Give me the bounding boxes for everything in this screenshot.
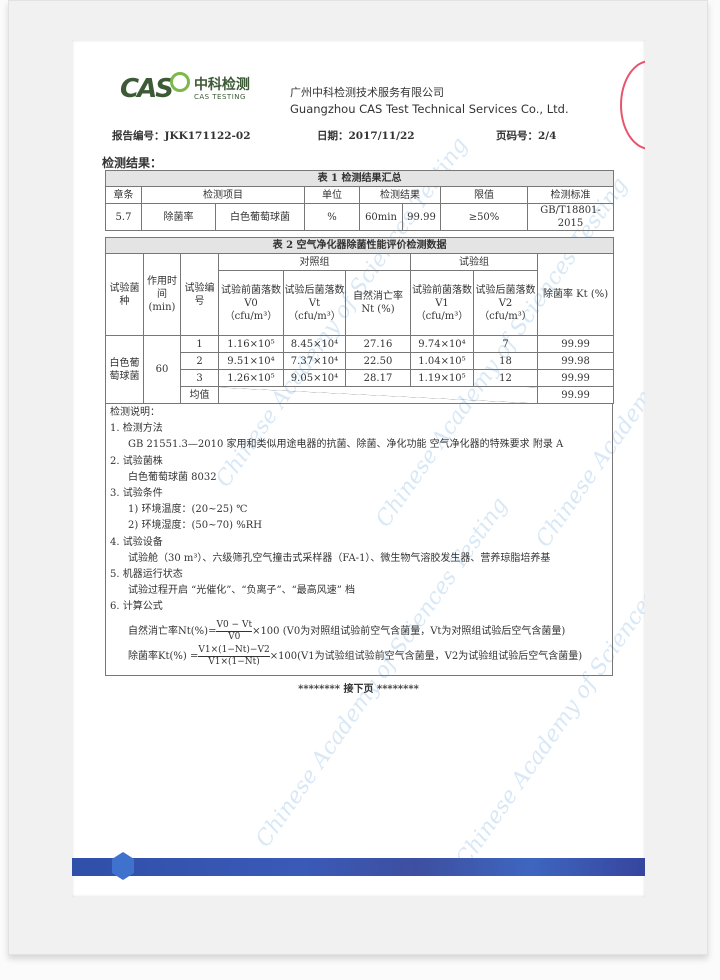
note-heading: 5. 机器运行状态 [110,569,183,581]
results-summary-table: 表 1 检测结果汇总 章条 检测项目 单位 检测结果 限值 检测标准 5.7 除菌率 白色葡萄… [104,170,615,231]
note-heading: 4. 试验设备 [110,536,163,548]
note-heading: 6. 计算公式 [110,601,163,613]
report-page: Chinese Academy of Sciences Testing Chin… [72,40,645,897]
mean-row: 均值 99.99 [106,386,615,404]
red-seal-stamp [620,60,645,150]
table-row: 5.7 除菌率 白色葡萄球菌% 60min 99.99 ≥50% GB/T18801-201… [105,203,615,231]
cas-logo: CAS 中科检测 CAS TESTING [120,72,250,104]
page-number: 页码号：2/4 [496,130,557,142]
note-body: GB 21551.3—2010 家用和类似用途电器的抗菌、除菌、净化功能 空气净… [128,439,564,451]
note-body: 试验舱（30 m³）、六级筛孔空气撞击式采样器（FA-1）、微生物气溶胶发生器、… [128,552,551,564]
table-row: 3 1.26×10⁵ 9.05×10⁴ 28.17 1.19×10⁵ 12 99.99 [106,369,615,387]
company-name: 广州中科检测技术服务有限公司 Guangzhou CAS Test Techni… [290,86,569,116]
footer-band [72,858,645,876]
table-row: 白色葡萄球菌 60 1 1.16×10⁵ 8.45×10⁴ 27.16 9.74×10⁴ 7 9… [105,335,615,404]
note-heading: 1. 检测方法 [110,423,163,435]
formula-natural-decay: 自然消亡率Nt(%)= V0 − Vt V0 ×100 (V0为对照组试验前空气含菌量… [128,619,566,642]
note-heading: 2. 试验菌株 [110,455,163,467]
continued-next-page: ******** 接下页 ******** [298,684,419,695]
note-body: 试验过程开启 “光催化”、“负离子”、“最高风速” 档 [128,585,356,597]
report-date: 日期：2017/11/22 [317,130,415,142]
report-number: 报告编号：JKK171122-02 [112,130,251,142]
note-body: 2) 环境湿度：(50~70) %RH [128,520,263,532]
note-heading: 3. 试验条件 [110,488,163,500]
table-row: 2 9.51×10⁴ 7.37×10⁴ 22.50 1.04×10⁵ 18 99.98 [106,352,615,370]
formula-removal-rate: 除菌率Kt(%) = V1×(1−Nt)−V2 V1×(1−Nt) ×100(V1为试… [128,644,583,667]
section-title: 检测结果： [102,156,163,170]
hexagon-logo-icon [112,852,134,880]
purifier-test-data-table: 表 2 空气净化器除菌性能评价检测数据 试验菌种 作用时间(min) 试验编号 对照组… [104,237,615,404]
note-body: 白色葡萄球菌 8032 [128,471,217,483]
test-notes: 检测说明： 1. 检测方法 GB 21551.3—2010 家用和类似用途电器的抗… [105,403,613,676]
note-body: 1) 环境温度：(20~25) ℃ [128,504,248,516]
